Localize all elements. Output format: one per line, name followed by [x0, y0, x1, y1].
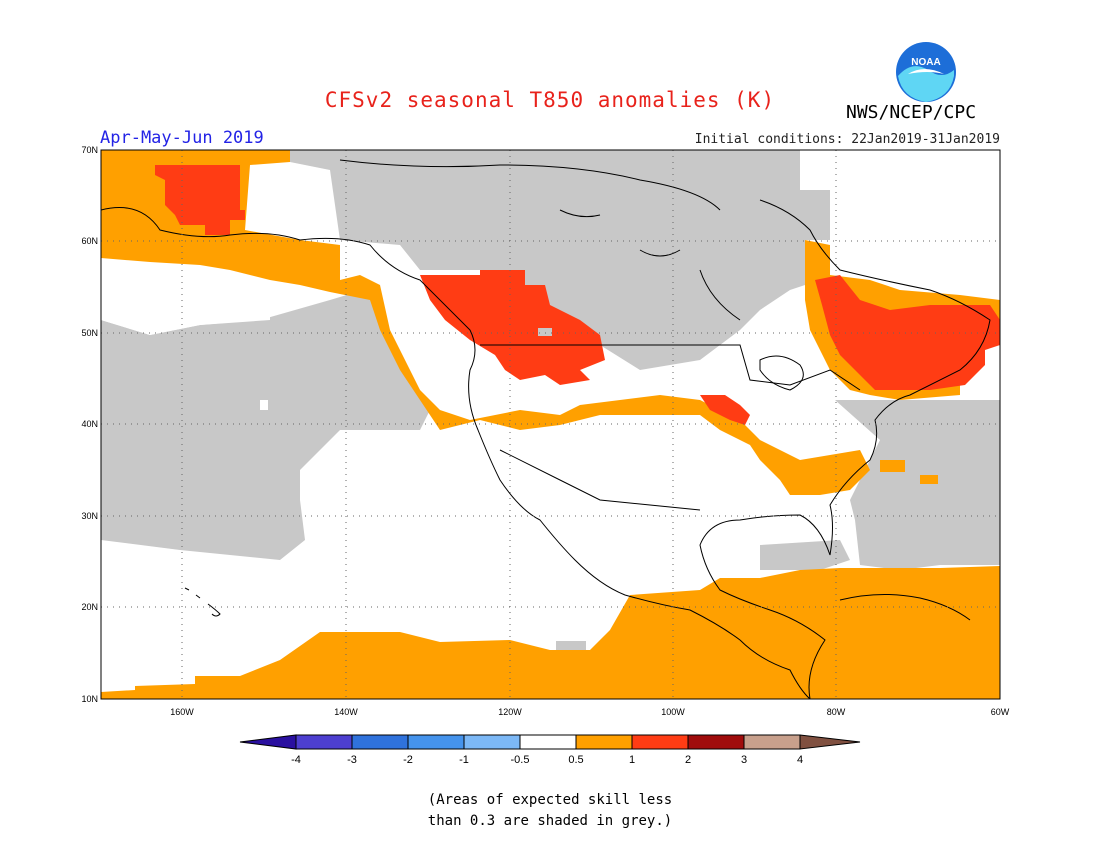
lon-label: 100W — [661, 707, 685, 717]
grey-pacific — [101, 285, 430, 560]
colorbar-segment — [575, 734, 633, 750]
low-skill-regions — [101, 150, 1000, 650]
colorbar-label: 1 — [629, 754, 635, 766]
lat-label: 40N — [81, 419, 98, 429]
us-canada-border — [480, 344, 861, 391]
lat-axis: 70N 60N 50N 40N 30N 20N 10N — [81, 145, 98, 704]
colorbar-label: 4 — [797, 754, 803, 766]
colorbar-segment — [631, 734, 689, 750]
colorbar-segment — [295, 734, 353, 750]
map-frame — [100, 149, 1001, 700]
strong-warm-regions — [155, 165, 1000, 425]
white-north-pacific — [101, 255, 270, 335]
lat-label: 10N — [81, 694, 98, 704]
grey-in-red — [538, 328, 552, 336]
lon-axis: 160W 140W 120W 100W 80W 60W — [170, 707, 1010, 717]
noaa-logo: NOAA — [896, 42, 956, 102]
atlantic-coast — [699, 199, 991, 699]
grey-atlantic — [835, 400, 1000, 570]
colorbar-label: 3 — [741, 754, 747, 766]
white-dot — [260, 400, 268, 410]
lat-label: 50N — [81, 328, 98, 338]
colorbar-label: 2 — [685, 754, 691, 766]
orange-atlantic-1 — [880, 460, 905, 472]
orange-tropics — [101, 566, 1000, 699]
colorbar-segment — [351, 734, 409, 750]
red-midwest — [700, 395, 750, 425]
hawaii — [184, 587, 221, 617]
us-mexico-border — [499, 449, 701, 511]
forecast-period: Apr-May-Jun 2019 — [100, 128, 264, 148]
lon-label: 60W — [991, 707, 1010, 717]
colorbar-label: -1 — [459, 754, 469, 766]
colorbar-arrow-high — [799, 734, 861, 750]
colorbar-label: -4 — [291, 754, 301, 766]
red-alaska — [155, 165, 245, 235]
colorbar-label: -0.5 — [511, 754, 530, 766]
colorbar-segment — [687, 734, 745, 750]
red-western-canada — [420, 270, 605, 385]
red-quebec — [815, 275, 1000, 390]
great-lakes — [759, 355, 804, 391]
grey-patch-pacific — [556, 641, 586, 650]
coastlines — [101, 159, 991, 699]
lat-label: 60N — [81, 236, 98, 246]
orange-atlantic-2 — [920, 475, 938, 484]
colorbar-segment — [743, 734, 801, 750]
lat-label: 20N — [81, 602, 98, 612]
noaa-logo-gull — [908, 69, 944, 74]
skill-note: (Areas of expected skill less than 0.3 a… — [0, 790, 1100, 832]
orange-northwest — [101, 150, 870, 495]
arctic-coast — [339, 159, 741, 321]
noaa-logo-text: NOAA — [911, 57, 940, 68]
map-panel — [101, 150, 1000, 699]
colorbar: -4 -3 -2 -1 -0.5 0.5 1 2 3 4 — [239, 734, 861, 766]
lon-label: 120W — [498, 707, 522, 717]
colorbar-arrow-low — [239, 734, 297, 750]
lon-label: 80W — [827, 707, 846, 717]
colorbar-segment — [463, 734, 521, 750]
colorbar-segment — [407, 734, 465, 750]
noaa-logo-bird — [898, 66, 954, 102]
grey-canada — [290, 150, 830, 370]
colorbar-segment — [519, 734, 577, 750]
colorbar-label: -3 — [347, 754, 357, 766]
agency-label: NWS/NCEP/CPC — [846, 102, 977, 123]
skill-note-line1: (Areas of expected skill less — [427, 792, 673, 808]
colorbar-label: -2 — [403, 754, 413, 766]
white-arctic-east — [830, 150, 1000, 300]
map-title: CFSv2 seasonal T850 anomalies (K) — [324, 88, 776, 112]
initial-conditions: Initial conditions: 22Jan2019-31Jan2019 — [694, 132, 1000, 147]
lat-label: 30N — [81, 511, 98, 521]
lon-label: 140W — [334, 707, 358, 717]
lat-label: 70N — [81, 145, 98, 155]
pacific-coast — [101, 207, 811, 699]
caribbean-islands — [839, 593, 971, 621]
skill-note-line2: than 0.3 are shaded in grey.) — [427, 813, 673, 829]
colorbar-label: 0.5 — [568, 754, 583, 766]
lon-label: 160W — [170, 707, 194, 717]
neutral-regions — [101, 150, 1000, 410]
